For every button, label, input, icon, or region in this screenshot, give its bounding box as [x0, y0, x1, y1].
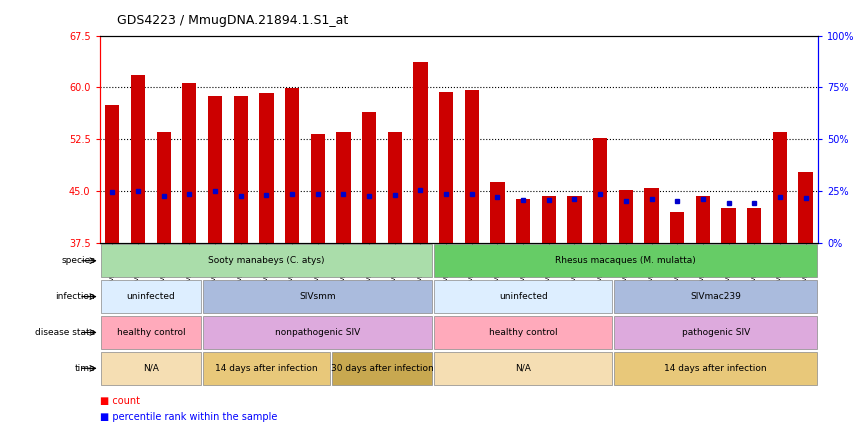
Bar: [435, 280, 612, 313]
Bar: [183, 83, 197, 243]
Bar: [260, 93, 274, 243]
Text: infection: infection: [55, 292, 95, 301]
Bar: [362, 111, 376, 243]
Bar: [100, 316, 201, 349]
Bar: [593, 138, 607, 243]
Bar: [542, 197, 556, 243]
Bar: [721, 208, 735, 243]
Bar: [798, 172, 812, 243]
Bar: [490, 182, 505, 243]
Bar: [204, 280, 432, 313]
Text: healthy control: healthy control: [117, 328, 185, 337]
Bar: [614, 280, 818, 313]
Bar: [100, 280, 201, 313]
Text: N/A: N/A: [515, 364, 531, 373]
Text: nonpathogenic SIV: nonpathogenic SIV: [275, 328, 360, 337]
Text: GDS4223 / MmugDNA.21894.1.S1_at: GDS4223 / MmugDNA.21894.1.S1_at: [117, 14, 348, 27]
Bar: [332, 352, 432, 385]
Bar: [435, 244, 818, 277]
Text: SIVsmm: SIVsmm: [300, 292, 336, 301]
Bar: [100, 244, 432, 277]
Bar: [336, 132, 351, 243]
Bar: [772, 132, 787, 243]
Text: uninfected: uninfected: [126, 292, 175, 301]
Bar: [157, 132, 171, 243]
Bar: [435, 352, 612, 385]
Text: Sooty manabeys (C. atys): Sooty manabeys (C. atys): [208, 256, 325, 265]
Bar: [614, 352, 818, 385]
Text: species: species: [61, 256, 95, 265]
Bar: [516, 199, 530, 243]
Text: 14 days after infection: 14 days after infection: [664, 364, 767, 373]
Bar: [285, 88, 299, 243]
Bar: [388, 132, 402, 243]
Bar: [465, 90, 479, 243]
Bar: [208, 96, 223, 243]
Text: time: time: [74, 364, 95, 373]
Text: 30 days after infection: 30 days after infection: [331, 364, 433, 373]
Bar: [311, 134, 325, 243]
Bar: [747, 208, 761, 243]
Text: healthy control: healthy control: [488, 328, 558, 337]
Bar: [413, 62, 428, 243]
Bar: [100, 352, 201, 385]
Bar: [204, 352, 330, 385]
Bar: [619, 190, 633, 243]
Text: pathogenic SIV: pathogenic SIV: [682, 328, 750, 337]
Bar: [234, 96, 248, 243]
Bar: [670, 212, 684, 243]
Bar: [644, 188, 658, 243]
Bar: [695, 196, 710, 243]
Text: uninfected: uninfected: [499, 292, 547, 301]
Text: SIVmac239: SIVmac239: [690, 292, 741, 301]
Text: N/A: N/A: [143, 364, 158, 373]
Bar: [439, 92, 453, 243]
Bar: [204, 316, 432, 349]
Bar: [614, 316, 818, 349]
Text: ■ count: ■ count: [100, 396, 139, 406]
Bar: [131, 75, 145, 243]
Bar: [435, 316, 612, 349]
Text: Rhesus macaques (M. mulatta): Rhesus macaques (M. mulatta): [555, 256, 696, 265]
Bar: [106, 105, 120, 243]
Text: ■ percentile rank within the sample: ■ percentile rank within the sample: [100, 412, 277, 422]
Text: disease state: disease state: [35, 328, 95, 337]
Bar: [567, 196, 582, 243]
Text: 14 days after infection: 14 days after infection: [215, 364, 318, 373]
